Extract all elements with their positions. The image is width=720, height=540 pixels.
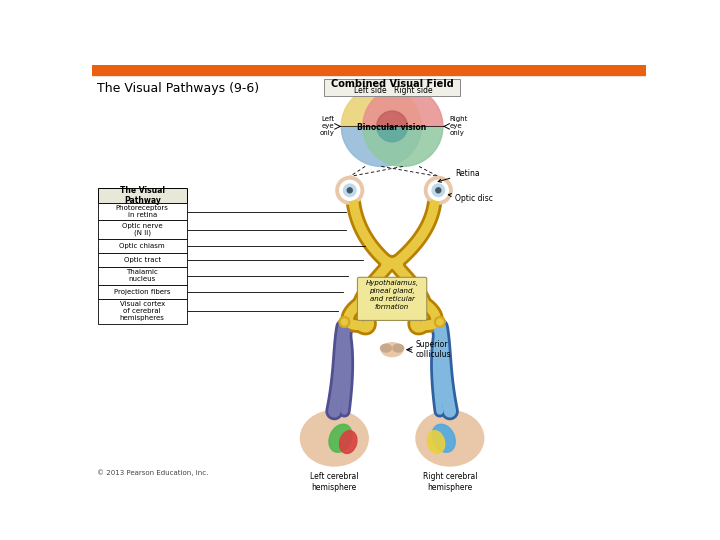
Ellipse shape [393, 345, 404, 352]
Bar [98, 253, 186, 267]
Ellipse shape [432, 424, 455, 453]
Circle shape [437, 319, 443, 325]
Text: Left
eye
only: Left eye only [320, 117, 334, 137]
Ellipse shape [340, 431, 357, 454]
Ellipse shape [381, 345, 392, 352]
Wedge shape [377, 111, 408, 126]
FancyBboxPatch shape [324, 79, 460, 96]
Text: Photoreceptors
in retina: Photoreceptors in retina [116, 205, 168, 218]
Circle shape [432, 184, 444, 197]
Text: Retina: Retina [438, 169, 480, 182]
Ellipse shape [382, 343, 403, 356]
Bar [98, 204, 186, 220]
Bar [98, 267, 186, 285]
Circle shape [336, 177, 364, 204]
Text: Hypothalamus,
pineal gland,
and reticular
formation: Hypothalamus, pineal gland, and reticula… [366, 280, 418, 310]
Text: Visual cortex
of cerebral
hemispheres: Visual cortex of cerebral hemispheres [120, 301, 165, 321]
Wedge shape [377, 126, 408, 142]
Wedge shape [341, 126, 421, 166]
Bar [98, 285, 186, 299]
Wedge shape [363, 86, 443, 126]
Text: Binocular vision: Binocular vision [357, 124, 427, 132]
Ellipse shape [300, 410, 368, 466]
Bar [98, 220, 186, 239]
Text: Right side: Right side [395, 86, 433, 96]
Text: The Visual Pathways (9-6): The Visual Pathways (9-6) [97, 82, 259, 94]
Text: Projection fibers: Projection fibers [114, 289, 171, 295]
Text: Combined Visual Field: Combined Visual Field [330, 79, 454, 90]
Wedge shape [341, 86, 421, 126]
Ellipse shape [329, 424, 352, 453]
Text: Thalamic
nucleus: Thalamic nucleus [126, 269, 158, 282]
Circle shape [340, 180, 360, 200]
Text: Right cerebral
hemisphere: Right cerebral hemisphere [423, 472, 477, 491]
Text: Optic tract: Optic tract [124, 256, 161, 262]
Circle shape [434, 316, 445, 327]
Text: Right
eye
only: Right eye only [450, 117, 468, 137]
Circle shape [343, 184, 356, 197]
FancyBboxPatch shape [357, 278, 427, 320]
Text: Superior
colliculus: Superior colliculus [415, 340, 451, 360]
Circle shape [425, 177, 452, 204]
Text: Left side: Left side [354, 86, 387, 96]
Circle shape [436, 188, 441, 193]
Circle shape [428, 180, 449, 200]
Text: Optic disc: Optic disc [449, 193, 493, 202]
Bar [98, 188, 186, 204]
Circle shape [341, 319, 348, 325]
Bar [98, 299, 186, 323]
Circle shape [347, 188, 352, 193]
Text: Left cerebral
hemisphere: Left cerebral hemisphere [310, 472, 359, 491]
Text: Optic nerve
(N II): Optic nerve (N II) [122, 223, 163, 237]
Text: Optic chiasm: Optic chiasm [120, 243, 165, 249]
Circle shape [339, 316, 350, 327]
Ellipse shape [427, 431, 445, 454]
Ellipse shape [416, 410, 484, 466]
Text: © 2013 Pearson Education, Inc.: © 2013 Pearson Education, Inc. [97, 469, 209, 476]
Wedge shape [363, 126, 443, 166]
Bar [92, 65, 647, 75]
Bar [98, 239, 186, 253]
Text: The Visual
Pathway: The Visual Pathway [120, 186, 165, 205]
